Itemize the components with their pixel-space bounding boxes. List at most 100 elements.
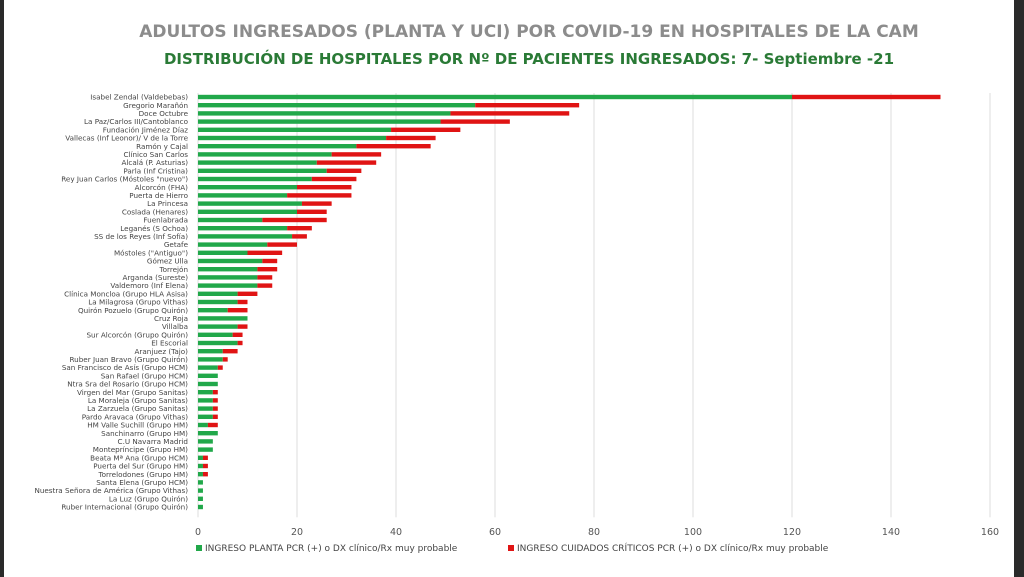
category-label: La Luz (Grupo Quirón) bbox=[109, 494, 188, 503]
category-label: La Milagrosa (Grupo Vithas) bbox=[88, 298, 188, 307]
bar-planta bbox=[198, 480, 203, 485]
category-label: Getafe bbox=[164, 240, 189, 249]
bar-planta bbox=[198, 357, 223, 362]
category-label: San Rafael (Grupo HCM) bbox=[101, 371, 188, 380]
bar-planta bbox=[198, 250, 248, 255]
category-label: Torrelodones (Grupo HM) bbox=[97, 470, 188, 479]
bar-planta bbox=[198, 324, 238, 329]
category-label: Virgen del Mar (Grupo Sanitas) bbox=[77, 388, 188, 397]
category-label: Alcorcón (FHA) bbox=[135, 183, 189, 192]
category-label: Valdemoro (Inf Elena) bbox=[110, 281, 188, 290]
bar-planta bbox=[198, 111, 451, 116]
gridlines bbox=[197, 93, 991, 518]
bar-uci bbox=[257, 267, 278, 272]
bar-planta bbox=[198, 439, 213, 444]
bar-uci bbox=[301, 201, 332, 206]
bar-uci bbox=[207, 422, 218, 428]
bar-planta bbox=[198, 406, 213, 411]
bar-uci bbox=[202, 455, 208, 460]
bar-planta bbox=[198, 152, 332, 157]
bar-uci bbox=[232, 332, 243, 337]
bar-planta bbox=[198, 472, 203, 477]
category-label: Cruz Roja bbox=[154, 314, 188, 323]
category-label: La Paz/Carlos III/Cantoblanco bbox=[84, 117, 188, 126]
category-label: La Zarzuela (Grupo Sanitas) bbox=[87, 404, 188, 413]
bar-planta bbox=[198, 455, 203, 460]
category-label: Parla (Inf Cristina) bbox=[123, 166, 188, 175]
bar-planta bbox=[198, 234, 293, 239]
category-label: Arganda (Sureste) bbox=[123, 273, 189, 282]
category-label: Santa Elena (Grupo HCM) bbox=[96, 478, 188, 487]
x-tick-label: 40 bbox=[390, 527, 402, 538]
bar-uci bbox=[391, 127, 461, 132]
bar-planta bbox=[198, 365, 218, 370]
legend-swatch bbox=[196, 545, 202, 551]
bar-planta bbox=[198, 291, 238, 296]
bar-planta bbox=[198, 168, 327, 173]
category-label: Ruber Internacional (Grupo Quirón) bbox=[61, 503, 188, 512]
bar-uci bbox=[292, 234, 307, 239]
bar-uci bbox=[297, 209, 327, 214]
bar-uci bbox=[227, 308, 248, 313]
category-label: Leganés (S Ochoa) bbox=[120, 224, 188, 233]
bar-uci bbox=[222, 357, 228, 362]
bar-uci bbox=[450, 111, 570, 116]
x-tick-label: 160 bbox=[981, 527, 999, 538]
bar-planta bbox=[198, 201, 302, 206]
bar-uci bbox=[222, 349, 238, 354]
bar-uci bbox=[792, 94, 941, 100]
category-label: Rey Juan Carlos (Móstoles "nuevo") bbox=[61, 175, 188, 184]
category-label: Móstoles ("Antiguo") bbox=[114, 248, 188, 257]
bar-uci bbox=[257, 275, 273, 280]
category-label: Puerta de Hierro bbox=[129, 191, 188, 200]
category-label: Aranjuez (Tajo) bbox=[135, 347, 189, 356]
bar-planta bbox=[198, 447, 213, 452]
bar-planta bbox=[198, 258, 263, 264]
category-label: Montepríncipe (Grupo HM) bbox=[93, 445, 188, 454]
category-label: Torrejón bbox=[158, 265, 188, 274]
x-tick-label: 120 bbox=[783, 527, 801, 538]
x-tick-label: 0 bbox=[195, 527, 201, 538]
bar-uci bbox=[237, 291, 258, 296]
bar-planta bbox=[198, 226, 288, 231]
category-label: HM Valle Suchill (Grupo HM) bbox=[87, 421, 188, 430]
chart-title: ADULTOS INGRESADOS (PLANTA Y UCI) POR CO… bbox=[139, 22, 919, 42]
bar-planta bbox=[198, 316, 248, 321]
bar-uci bbox=[440, 119, 510, 124]
category-label: Puerta del Sur (Grupo HM) bbox=[93, 462, 188, 471]
chart-subtitle: DISTRIBUCIÓN DE HOSPITALES POR Nº DE PAC… bbox=[163, 50, 895, 68]
category-label: Alcalá (P. Asturias) bbox=[122, 158, 189, 167]
bar-uci bbox=[247, 250, 283, 255]
bar-planta bbox=[198, 119, 441, 124]
category-label: Pardo Aravaca (Grupo Vithas) bbox=[82, 412, 188, 421]
bar-planta bbox=[198, 160, 317, 165]
bar-uci bbox=[326, 168, 362, 173]
bar-planta bbox=[198, 398, 213, 403]
bar-planta bbox=[198, 209, 297, 214]
bar-planta bbox=[198, 94, 792, 100]
bar-uci bbox=[237, 324, 248, 329]
bar-planta bbox=[198, 373, 218, 378]
bar-planta bbox=[198, 217, 263, 223]
bar-uci bbox=[217, 365, 223, 370]
bar-planta bbox=[198, 127, 392, 132]
bar-planta bbox=[198, 176, 312, 182]
bar-planta bbox=[198, 488, 203, 493]
x-tick-label: 100 bbox=[684, 527, 702, 538]
bar-planta bbox=[198, 267, 258, 272]
bar-planta bbox=[198, 135, 387, 141]
category-label: Clínica Moncloa (Grupo HLA Asisa) bbox=[64, 289, 188, 298]
bar-planta bbox=[198, 504, 203, 510]
bar-uci bbox=[287, 193, 352, 198]
bar-planta bbox=[198, 299, 238, 305]
bar-planta bbox=[198, 463, 203, 469]
x-tick-label: 20 bbox=[291, 527, 303, 538]
bar-planta bbox=[198, 144, 357, 149]
bar-uci bbox=[386, 135, 436, 141]
category-label: Ntra Sra del Rosario (Grupo HCM) bbox=[67, 380, 188, 389]
x-tick-label: 140 bbox=[882, 527, 900, 538]
category-labels: Isabel Zendal (Valdebebas)Gregorio Marañ… bbox=[34, 93, 188, 512]
bar-uci bbox=[356, 144, 431, 149]
category-label: Villalba bbox=[162, 322, 188, 331]
bars bbox=[198, 94, 941, 510]
